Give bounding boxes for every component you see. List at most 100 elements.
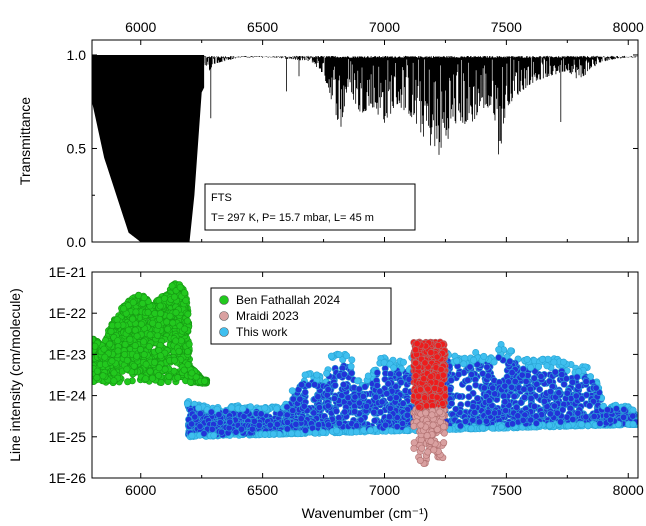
series-this-work-point [527,416,535,424]
legend: Ben Fathallah 2024 Mraidi 2023 This work [210,287,392,345]
series-this-work-point [226,418,234,426]
series-this-work-point [620,405,628,413]
series-this-work-point [507,347,515,355]
series-this-work-point [584,422,592,430]
series-this-work-point [248,425,256,433]
series-ben-fathallah-point [157,309,165,317]
series-this-work-point [228,404,236,412]
transmittance-saturated-band [92,54,205,242]
series-ben-fathallah-point [132,308,140,316]
series-this-work-point [564,422,572,430]
series-mraidi-point [439,400,447,408]
series-ben-fathallah-point [142,375,150,383]
series-this-work-point [311,381,319,389]
series-this-work-point [376,387,384,395]
series-this-work-point [352,428,360,436]
series-ben-fathallah-point [184,348,192,356]
series-this-work-point [465,384,473,392]
series-this-work-point [500,392,508,400]
bottom-y-tick-label: 1E-25 [49,429,87,445]
series-this-work-point [257,410,265,418]
series-this-work-point [296,395,304,403]
series-this-work-point [283,403,291,411]
series-ben-fathallah-point [114,337,122,345]
series-this-work-point [301,426,309,434]
series-this-work-point [582,391,590,399]
line-intensity-y-axis-label: Line intensity (cm/molecule) [7,288,23,462]
series-this-work-point [532,419,540,427]
series-this-work-point [195,404,203,412]
series-this-work-point [196,422,204,430]
series-this-work-point [472,381,480,389]
series-mraidi-point [439,371,447,379]
series-this-work-point [534,363,542,371]
series-this-work-point [225,424,233,432]
series-this-work-point [510,392,518,400]
series-this-work-point [469,403,477,411]
series-this-work-point [489,384,497,392]
series-this-work-point [376,408,384,416]
series-ben-fathallah-point [125,326,133,334]
series-this-work-point [471,409,479,417]
series-this-work-point [569,415,577,423]
top-x-tick-label: 8000 [613,19,644,35]
series-ben-fathallah-point [155,364,163,372]
series-this-work-point [340,381,348,389]
annotation-conditions: T= 297 K, P= 15.7 mbar, L= 45 m [211,212,374,224]
series-this-work-point [545,421,553,429]
series-this-work-point [315,421,323,429]
series-this-work-point [470,356,478,364]
series-this-work-point [269,430,277,438]
series-this-work-point [473,394,481,402]
series-ben-fathallah-point [146,367,154,375]
series-ben-fathallah-point [157,352,165,360]
series-this-work-point [519,365,527,373]
series-this-work-point [543,362,551,370]
series-ben-fathallah-point [188,369,196,377]
series-ben-fathallah-point [129,315,137,323]
series-ben-fathallah-point [181,289,189,297]
series-this-work-point [353,422,361,430]
series-this-work-point [526,385,534,393]
top-x-tick-label: 6500 [247,19,278,35]
series-this-work-point [373,369,381,377]
series-ben-fathallah-point [169,319,177,327]
series-this-work-point [330,394,338,402]
series-this-work-point [468,370,476,378]
series-ben-fathallah-point [93,367,101,375]
series-this-work-point [582,378,590,386]
series-this-work-point [216,419,224,427]
bottom-y-tick-label: 1E-24 [49,388,87,404]
series-this-work-point [550,402,558,410]
legend-label-this-work: This work [236,325,288,339]
series-this-work-point [532,412,540,420]
series-this-work-point [273,420,281,428]
series-this-work-point [520,385,528,393]
series-ben-fathallah [92,280,211,387]
series-this-work-point [200,430,208,438]
series-this-work-point [397,378,405,386]
series-ben-fathallah-point [186,378,194,386]
line-intensity-plot-area [92,280,638,467]
series-this-work-point [380,359,388,367]
series-this-work-point [298,381,306,389]
series-this-work-point [590,412,598,420]
series-this-work-point [381,421,389,429]
series-this-work-point [501,398,509,406]
fts-annotation-box: FTS T= 297 K, P= 15.7 mbar, L= 45 m [204,183,416,231]
series-this-work-point [484,372,492,380]
series-this-work-point [506,357,514,365]
series-this-work-point [283,418,291,426]
annotation-title: FTS [211,192,232,204]
series-this-work-point [324,402,332,410]
series-this-work-point [347,362,355,370]
series-this-work-point [266,421,274,429]
bottom-x-tick-label: 7000 [369,482,400,498]
series-this-work-point [261,404,269,412]
series-this-work-point [341,408,349,416]
series-this-work-point [455,370,463,378]
series-ben-fathallah-point [107,327,115,335]
series-mraidi-point [440,423,448,431]
series-mraidi-point [427,349,435,357]
